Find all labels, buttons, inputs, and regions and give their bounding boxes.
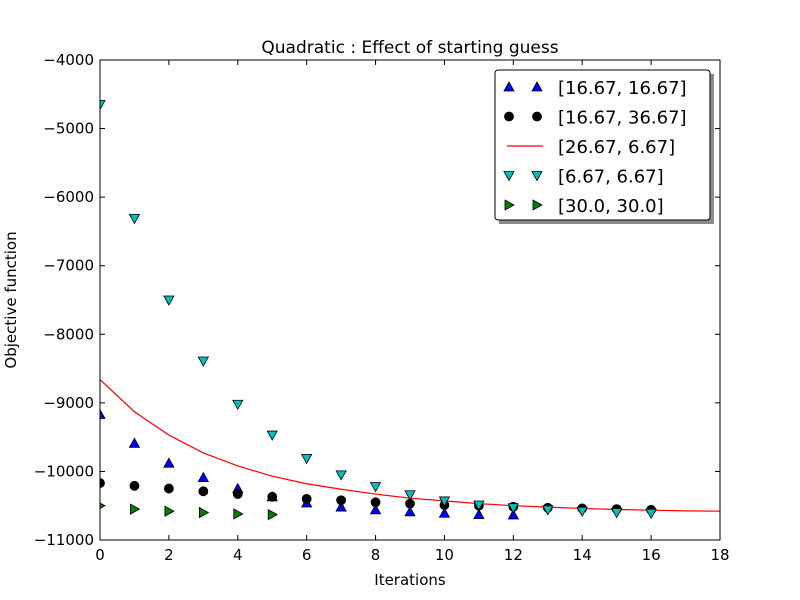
y-tick-label: −4000	[43, 51, 94, 69]
data-point	[369, 504, 382, 515]
data-point	[163, 295, 175, 306]
x-tick-label: 16	[642, 546, 661, 564]
data-point	[129, 480, 140, 491]
data-point	[100, 478, 105, 488]
series-3	[100, 100, 657, 520]
data-point	[507, 503, 520, 514]
legend-marker	[504, 199, 515, 211]
y-tick-label: −10000	[34, 462, 94, 480]
data-point	[100, 100, 106, 111]
data-point	[266, 430, 278, 441]
data-point	[267, 491, 278, 502]
x-tick-label: 6	[302, 546, 312, 564]
data-point	[645, 508, 657, 520]
legend-entry: [6.67, 6.67]	[503, 167, 664, 188]
x-tick-label: 14	[573, 546, 592, 564]
chart-title: Quadratic : Effect of starting guess	[261, 38, 558, 58]
data-point	[610, 508, 623, 519]
legend-entry: [30.0, 30.0]	[504, 196, 664, 217]
data-point	[128, 213, 141, 225]
y-axis-label: Objective function	[2, 231, 20, 368]
legend-label: [6.67, 6.67]	[558, 167, 664, 188]
x-axis-label: Iterations	[374, 571, 446, 589]
x-tick-label: 4	[233, 546, 243, 564]
data-point	[198, 486, 209, 497]
data-point	[233, 508, 244, 520]
data-point	[197, 356, 210, 367]
data-point	[300, 453, 313, 465]
data-point	[473, 500, 485, 511]
data-point	[576, 506, 588, 518]
legend-label: [26.67, 6.67]	[558, 137, 675, 158]
x-tick-label: 0	[95, 546, 105, 564]
legend-marker	[503, 81, 515, 92]
x-tick-label: 18	[710, 546, 729, 564]
data-point	[404, 506, 416, 517]
data-point	[232, 489, 243, 499]
series-layer	[100, 100, 720, 521]
legend-label: [16.67, 36.67]	[558, 108, 687, 129]
x-tick-label: 8	[371, 546, 381, 564]
legend-label: [30.0, 30.0]	[558, 196, 664, 217]
data-point	[438, 507, 451, 518]
data-point	[232, 399, 244, 411]
legend-marker	[531, 81, 543, 92]
x-tick-label: 2	[164, 546, 174, 564]
series-4	[100, 502, 279, 521]
legend-label: [16.67, 16.67]	[558, 78, 687, 99]
data-point	[130, 503, 141, 515]
legend-marker	[503, 171, 515, 182]
y-tick-label: −7000	[43, 257, 94, 275]
data-point	[369, 482, 382, 493]
legend-marker	[504, 111, 514, 122]
data-point	[128, 437, 141, 448]
legend-marker	[532, 111, 542, 122]
x-tick-label: 12	[504, 546, 523, 564]
legend-entry: [26.67, 6.67]	[507, 137, 675, 158]
data-point	[507, 509, 520, 520]
data-point	[335, 501, 347, 512]
legend: [16.67, 16.67] [16.67, 36.67] [26.67, 6.67…	[494, 69, 714, 224]
axis-ticks: 0 2 4 6 8 10 12 14 16 18 −11000 −10000 −9000 −8000 −70…	[34, 51, 730, 564]
legend-marker	[531, 171, 543, 182]
data-point	[163, 457, 175, 468]
y-tick-label: −5000	[43, 120, 94, 138]
data-point	[336, 495, 347, 506]
data-point	[267, 508, 279, 521]
plot-frame	[99, 59, 721, 541]
x-tick-label: 10	[435, 546, 454, 564]
legend-box	[494, 69, 711, 221]
data-point	[370, 497, 381, 508]
data-point	[301, 493, 312, 504]
y-tick-label: −8000	[43, 325, 94, 343]
data-point	[198, 506, 210, 519]
data-point	[335, 470, 347, 481]
data-point	[438, 496, 451, 507]
data-point	[100, 408, 106, 419]
y-tick-label: −6000	[43, 188, 94, 206]
y-tick-label: −11000	[34, 531, 94, 549]
data-point	[197, 471, 210, 483]
legend-entry: [16.67, 36.67]	[504, 108, 687, 129]
legend-entry: [16.67, 16.67]	[503, 78, 687, 99]
data-point	[473, 508, 485, 520]
data-point	[164, 505, 175, 517]
data-point	[404, 490, 416, 501]
legend-marker	[532, 199, 543, 211]
data-point	[163, 483, 174, 494]
data-point	[542, 505, 554, 516]
y-tick-label: −9000	[43, 394, 94, 412]
